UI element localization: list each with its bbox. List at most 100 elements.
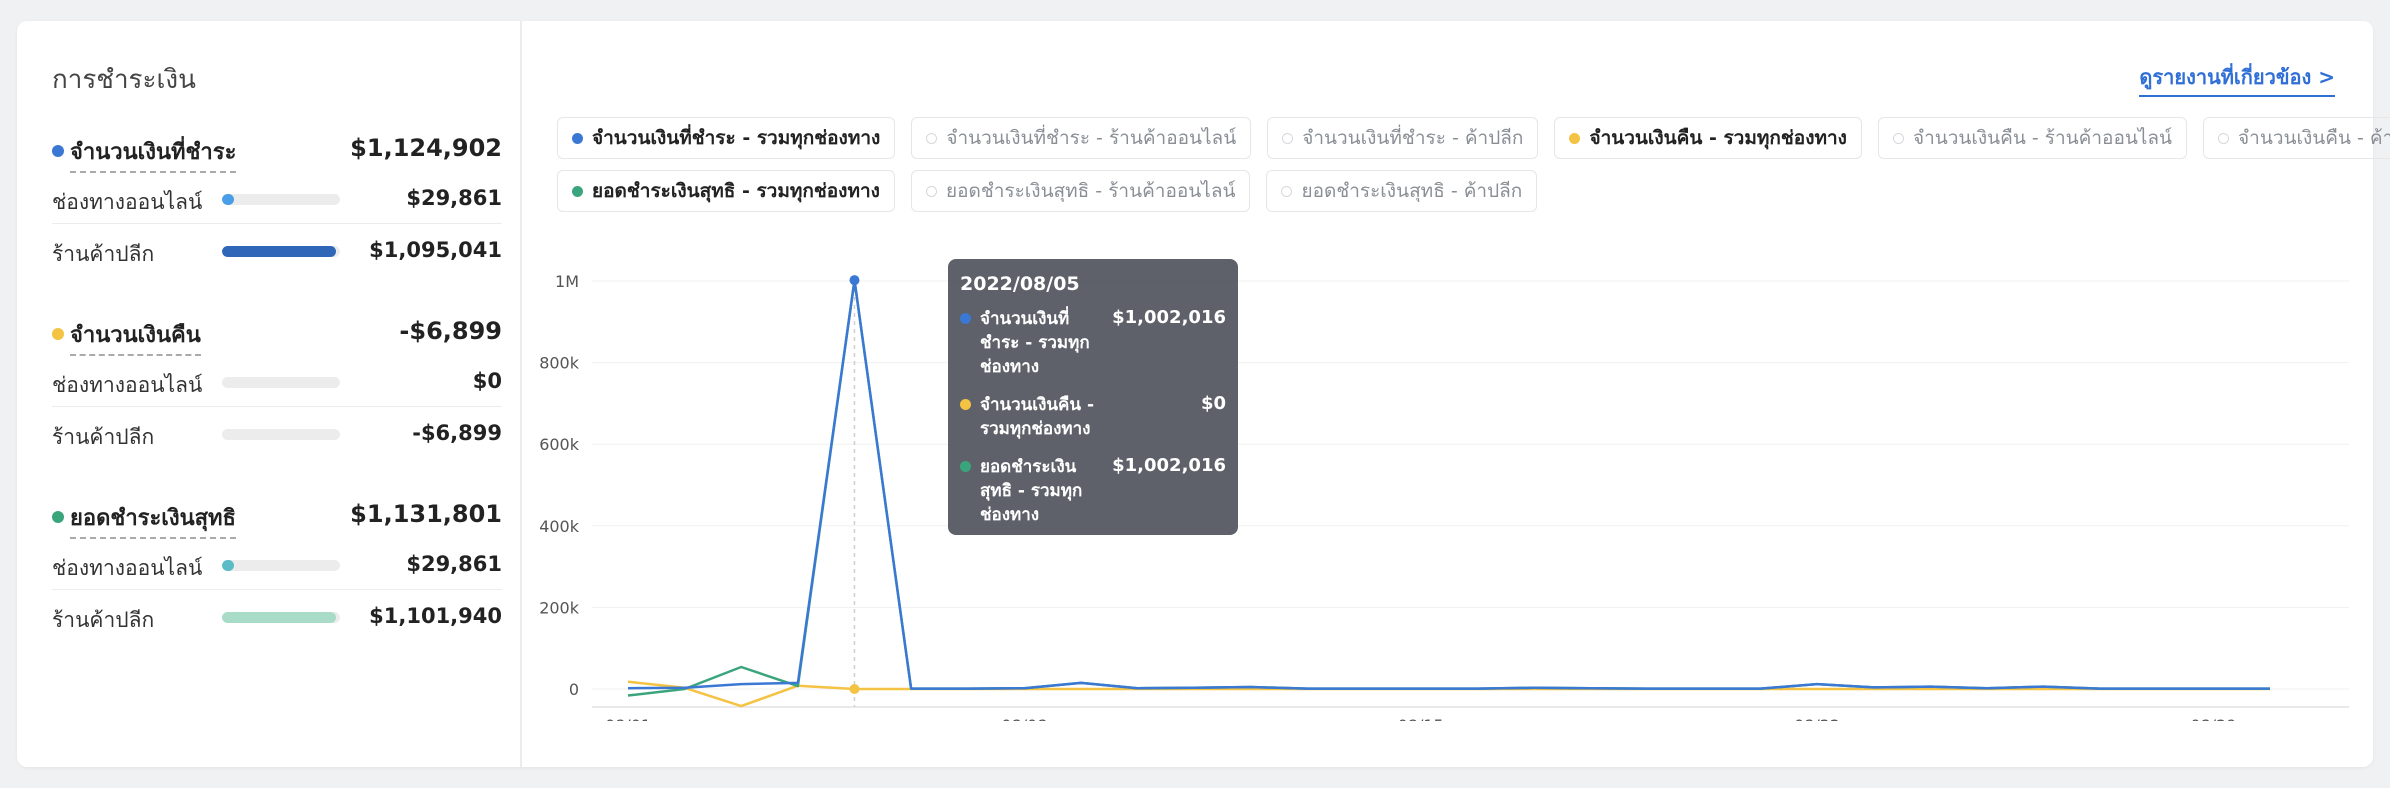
legend-label: ยอดชำระเงินสุทธิ - รวมทุกช่องทาง xyxy=(592,180,880,202)
group-total: $1,131,801 xyxy=(350,500,502,528)
channel-row: ช่องทางออนไลน์ $0 xyxy=(52,355,502,407)
tooltip-series-name: จำนวนเงินที่ชำระ - รวมทุกช่องทาง xyxy=(980,309,1090,377)
legend-dot-icon xyxy=(926,132,938,144)
chart-legend: จำนวนเงินที่ชำระ - รวมทุกช่องทาง จำนวนเงิ… xyxy=(557,117,2390,223)
x-tick-label: 08/08 xyxy=(1001,716,1047,721)
tooltip-series-value: $1,002,016 xyxy=(1112,307,1226,328)
group-label[interactable]: จำนวนเงินคืน xyxy=(70,317,201,356)
channel-value: $1,095,041 xyxy=(369,238,502,262)
channel-progress-bar xyxy=(222,429,340,440)
legend-label: จำนวนเงินคืน - ค้าปลีก xyxy=(2238,127,2390,149)
legend-item[interactable]: จำนวนเงินคืน - ค้าปลีก xyxy=(2203,117,2390,159)
channel-value: $0 xyxy=(472,369,502,393)
channel-progress-bar xyxy=(222,246,340,257)
chart-tooltip: 2022/08/05 จำนวนเงินที่ชำระ - รวมทุกช่อง… xyxy=(948,259,1238,535)
legend-label: จำนวนเงินคืน - รวมทุกช่องทาง xyxy=(1589,127,1847,149)
legend-item[interactable]: จำนวนเงินที่ชำระ - รวมทุกช่องทาง xyxy=(557,117,896,159)
highlight-point xyxy=(849,684,860,694)
group-label[interactable]: จำนวนเงินที่ชำระ xyxy=(70,134,237,173)
series-dot-icon xyxy=(960,399,971,410)
summary-group: จำนวนเงินคืน -$6,899 ช่องทางออนไลน์ $0 ร… xyxy=(52,315,502,459)
tooltip-item: ยอดชำระเงินสุทธิ - รวมทุกช่องทาง $1,002,… xyxy=(960,455,1226,527)
legend-dot-icon xyxy=(2218,132,2230,144)
y-tick-label: 400k xyxy=(539,517,580,536)
y-tick-label: 200k xyxy=(539,598,580,617)
legend-item[interactable]: จำนวนเงินที่ชำระ - ร้านค้าออนไลน์ xyxy=(911,117,1252,159)
channel-label: ร้านค้าปลีก xyxy=(52,425,155,449)
channel-progress-bar xyxy=(222,194,340,205)
legend-dot-icon xyxy=(572,132,583,144)
series-line xyxy=(627,278,2270,697)
group-total: $1,124,902 xyxy=(350,134,502,162)
y-tick-label: 0 xyxy=(569,680,579,699)
legend-item[interactable]: ยอดชำระเงินสุทธิ - ค้าปลีก xyxy=(1266,170,1538,212)
legend-dot-icon xyxy=(52,145,64,157)
summary-panel: การชำระเงิน จำนวนเงินที่ชำระ $1,124,902 … xyxy=(17,21,522,767)
channel-label: ช่องทางออนไลน์ xyxy=(52,556,203,580)
legend-item[interactable]: จำนวนเงินที่ชำระ - ค้าปลีก xyxy=(1267,117,1539,159)
series-line xyxy=(627,680,2270,708)
channel-value: $29,861 xyxy=(406,552,502,576)
x-tick-label: 08/29 xyxy=(2190,716,2236,721)
legend-label: จำนวนเงินที่ชำระ - ค้าปลีก xyxy=(1302,127,1524,149)
group-label[interactable]: ยอดชำระเงินสุทธิ xyxy=(70,500,236,539)
channel-row: ช่องทางออนไลน์ $29,861 xyxy=(52,172,502,224)
tooltip-item: จำนวนเงินคืน - รวมทุกช่องทาง $0 xyxy=(960,393,1226,441)
line-chart: 0 200k 400k 600k 800k 1M 08/01 08/08 08/15 08/22 0… xyxy=(539,272,2349,721)
payment-card: การชำระเงิน จำนวนเงินที่ชำระ $1,124,902 … xyxy=(17,21,2390,767)
highlight-point xyxy=(849,275,860,286)
channel-progress-bar xyxy=(222,612,340,623)
channel-value: -$6,899 xyxy=(412,421,502,445)
channel-value: $1,101,940 xyxy=(369,604,502,628)
legend-dot-icon xyxy=(52,511,64,523)
channel-value: $29,861 xyxy=(406,186,502,210)
x-tick-label: 08/15 xyxy=(1398,716,1444,721)
tooltip-date: 2022/08/05 xyxy=(960,273,1080,295)
channel-label: ร้านค้าปลีก xyxy=(52,608,155,632)
x-tick-label: 08/01 xyxy=(605,716,651,721)
legend-dot-icon xyxy=(1282,132,1294,144)
group-header: จำนวนเงินที่ชำระ $1,124,902 xyxy=(52,132,502,173)
tooltip-series-value: $0 xyxy=(1200,393,1226,414)
channel-label: ร้านค้าปลีก xyxy=(52,242,155,266)
legend-dot-icon xyxy=(1569,132,1581,144)
legend-dot-icon xyxy=(1892,132,1904,144)
chart-panel: ดูรายงานที่เกี่ยวข้อง > จำนวนเงินที่ชำระ… xyxy=(524,21,2390,767)
x-tick-label: 08/22 xyxy=(1794,716,1840,721)
series-line xyxy=(627,278,2270,690)
tooltip-series-name: จำนวนเงินคืน - รวมทุกช่องทาง xyxy=(980,395,1094,439)
series-dot-icon xyxy=(960,313,971,324)
legend-item[interactable]: จำนวนเงินคืน - รวมทุกช่องทาง xyxy=(1554,117,1862,159)
legend-label: ยอดชำระเงินสุทธิ - ร้านค้าออนไลน์ xyxy=(945,180,1236,202)
group-header: จำนวนเงินคืน -$6,899 xyxy=(52,315,502,356)
legend-label: จำนวนเงินคืน - ร้านค้าออนไลน์ xyxy=(1912,127,2173,149)
channel-row: ร้านค้าปลีก -$6,899 xyxy=(52,407,502,459)
legend-item[interactable]: ยอดชำระเงินสุทธิ - ร้านค้าออนไลน์ xyxy=(910,170,1251,212)
legend-label: จำนวนเงินที่ชำระ - ร้านค้าออนไลน์ xyxy=(946,127,1237,149)
legend-label: ยอดชำระเงินสุทธิ - ค้าปลีก xyxy=(1301,180,1523,202)
legend-label: จำนวนเงินที่ชำระ - รวมทุกช่องทาง xyxy=(592,127,881,149)
legend-item[interactable]: จำนวนเงินคืน - ร้านค้าออนไลน์ xyxy=(1877,117,2188,159)
related-report-link[interactable]: ดูรายงานที่เกี่ยวข้อง > xyxy=(2139,61,2335,97)
channel-label: ช่องทางออนไลน์ xyxy=(52,373,203,397)
summary-group: จำนวนเงินที่ชำระ $1,124,902 ช่องทางออนไล… xyxy=(52,132,502,276)
channel-row: ร้านค้าปลีก $1,095,041 xyxy=(52,224,502,276)
group-total: -$6,899 xyxy=(399,317,502,345)
channel-progress-bar xyxy=(222,560,340,571)
group-header: ยอดชำระเงินสุทธิ $1,131,801 xyxy=(52,498,502,539)
tooltip-series-name: ยอดชำระเงินสุทธิ - รวมทุกช่องทาง xyxy=(980,457,1083,525)
legend-dot-icon xyxy=(52,328,64,340)
channel-progress-bar xyxy=(222,377,340,388)
tooltip-series-value: $1,002,016 xyxy=(1112,455,1226,476)
channel-row: ร้านค้าปลีก $1,101,940 xyxy=(52,590,502,642)
legend-item[interactable]: ยอดชำระเงินสุทธิ - รวมทุกช่องทาง xyxy=(557,170,895,212)
panel-title: การชำระเงิน xyxy=(52,65,196,95)
y-tick-label: 600k xyxy=(539,435,580,454)
channel-row: ช่องทางออนไลน์ $29,861 xyxy=(52,538,502,590)
legend-dot-icon xyxy=(1281,185,1293,197)
legend-dot-icon xyxy=(572,185,583,197)
summary-group: ยอดชำระเงินสุทธิ $1,131,801 ช่องทางออนไล… xyxy=(52,498,502,642)
series-dot-icon xyxy=(960,461,971,472)
y-tick-label: 1M xyxy=(555,272,579,291)
channel-label: ช่องทางออนไลน์ xyxy=(52,190,203,214)
